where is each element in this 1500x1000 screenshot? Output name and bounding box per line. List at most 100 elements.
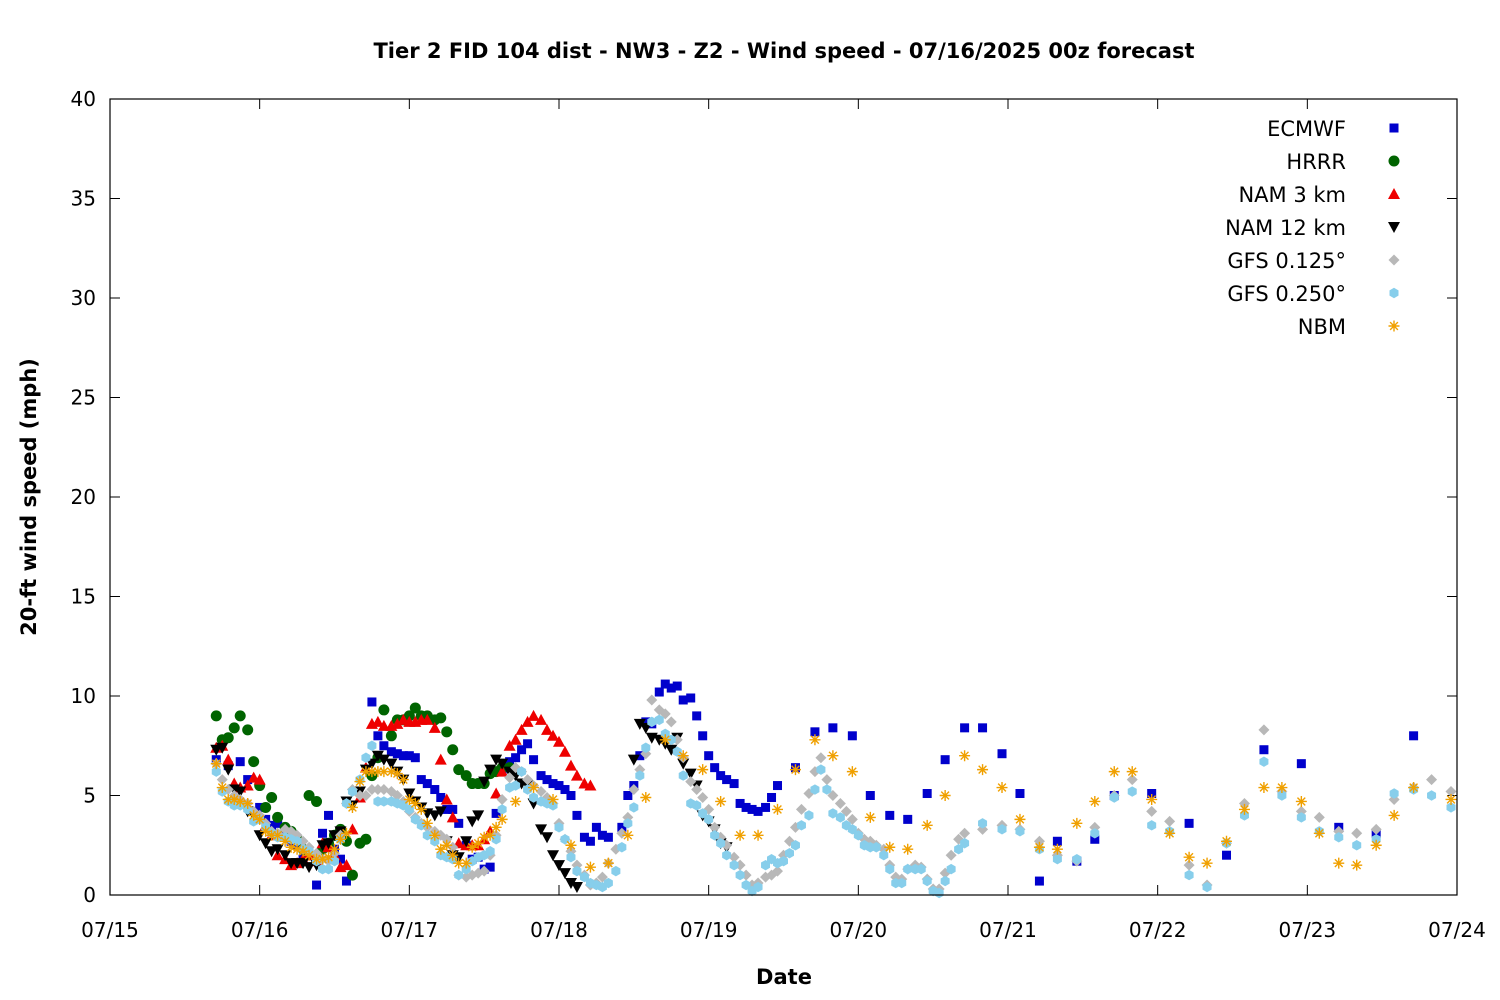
data-point xyxy=(572,865,582,877)
data-point xyxy=(435,712,447,724)
data-point xyxy=(297,845,309,857)
data-point xyxy=(1351,859,1363,871)
data-point xyxy=(665,744,678,756)
data-point xyxy=(692,711,702,721)
data-point xyxy=(691,784,703,796)
data-point xyxy=(392,749,402,759)
data-point xyxy=(847,731,857,741)
legend-marker xyxy=(1388,320,1400,332)
data-point xyxy=(558,868,571,880)
data-point xyxy=(617,842,627,853)
data-point xyxy=(547,793,559,805)
data-point xyxy=(346,801,358,813)
data-point xyxy=(422,779,432,789)
data-point xyxy=(623,818,633,829)
data-point xyxy=(235,757,245,767)
series-nbm xyxy=(210,734,1457,873)
data-point xyxy=(548,800,558,811)
data-point xyxy=(734,829,746,841)
data-point xyxy=(692,800,702,811)
data-point xyxy=(710,830,720,841)
data-point xyxy=(385,766,397,778)
data-point xyxy=(629,802,639,813)
data-point xyxy=(528,782,540,794)
data-point xyxy=(1052,836,1062,846)
data-point xyxy=(1014,813,1026,825)
data-point xyxy=(272,811,284,823)
data-point xyxy=(611,865,621,877)
data-point xyxy=(922,789,932,799)
data-point xyxy=(728,851,740,863)
data-point xyxy=(496,758,509,770)
data-point xyxy=(558,745,571,757)
data-point xyxy=(628,784,640,796)
data-point xyxy=(248,756,260,768)
data-point xyxy=(722,850,732,861)
data-point xyxy=(810,784,820,795)
data-point xyxy=(1333,857,1345,869)
data-point xyxy=(921,819,933,831)
data-point xyxy=(434,753,447,765)
legend-label: NAM 3 km xyxy=(1238,183,1346,207)
data-point xyxy=(1109,792,1119,803)
data-point xyxy=(677,750,689,762)
data-point xyxy=(1015,789,1025,799)
data-point xyxy=(641,742,651,753)
data-point xyxy=(716,838,726,849)
data-point xyxy=(761,802,771,812)
data-point xyxy=(303,790,315,801)
data-point xyxy=(340,827,352,839)
data-point xyxy=(448,804,458,814)
data-point xyxy=(1370,839,1382,851)
data-point xyxy=(385,730,397,742)
data-point xyxy=(977,764,989,776)
data-point xyxy=(391,768,403,780)
data-point xyxy=(522,774,534,786)
data-point xyxy=(698,731,708,741)
data-point xyxy=(285,841,297,853)
data-point xyxy=(421,817,433,829)
data-point xyxy=(1277,790,1287,801)
data-point xyxy=(1146,793,1158,805)
data-point xyxy=(334,833,346,845)
data-point xyxy=(453,764,465,776)
data-point xyxy=(410,814,420,825)
data-point xyxy=(835,812,845,823)
data-point xyxy=(541,723,554,735)
x-tick-label: 07/21 xyxy=(979,918,1037,942)
data-point xyxy=(698,808,708,819)
data-point xyxy=(916,863,926,875)
data-point xyxy=(234,710,246,722)
data-point xyxy=(515,723,528,735)
data-point xyxy=(553,735,565,747)
data-point xyxy=(597,830,607,840)
data-point xyxy=(367,697,377,707)
data-point xyxy=(879,850,889,861)
legend-label: NAM 12 km xyxy=(1225,216,1346,240)
data-point xyxy=(945,849,957,861)
data-point xyxy=(478,776,491,788)
data-point xyxy=(959,750,971,762)
data-point xyxy=(317,853,329,865)
data-point xyxy=(472,810,485,822)
data-point xyxy=(234,786,247,798)
data-point xyxy=(554,781,564,791)
y-tick-label: 35 xyxy=(71,187,96,211)
chart-title: Tier 2 FID 104 dist - NW3 - Z2 - Wind sp… xyxy=(373,39,1194,63)
data-point xyxy=(266,791,278,803)
x-tick-label: 07/17 xyxy=(381,918,439,942)
data-point xyxy=(460,836,473,848)
data-point xyxy=(490,754,503,766)
y-tick-label: 25 xyxy=(71,386,96,410)
data-point xyxy=(279,835,291,847)
data-point xyxy=(447,841,459,853)
data-point xyxy=(1184,818,1194,828)
data-point xyxy=(1445,786,1457,798)
x-tick-label: 07/16 xyxy=(231,918,289,942)
x-tick-label: 07/22 xyxy=(1129,918,1187,942)
data-point xyxy=(697,791,709,803)
data-point xyxy=(1426,774,1438,786)
data-point xyxy=(1183,851,1195,863)
data-point xyxy=(365,758,378,770)
